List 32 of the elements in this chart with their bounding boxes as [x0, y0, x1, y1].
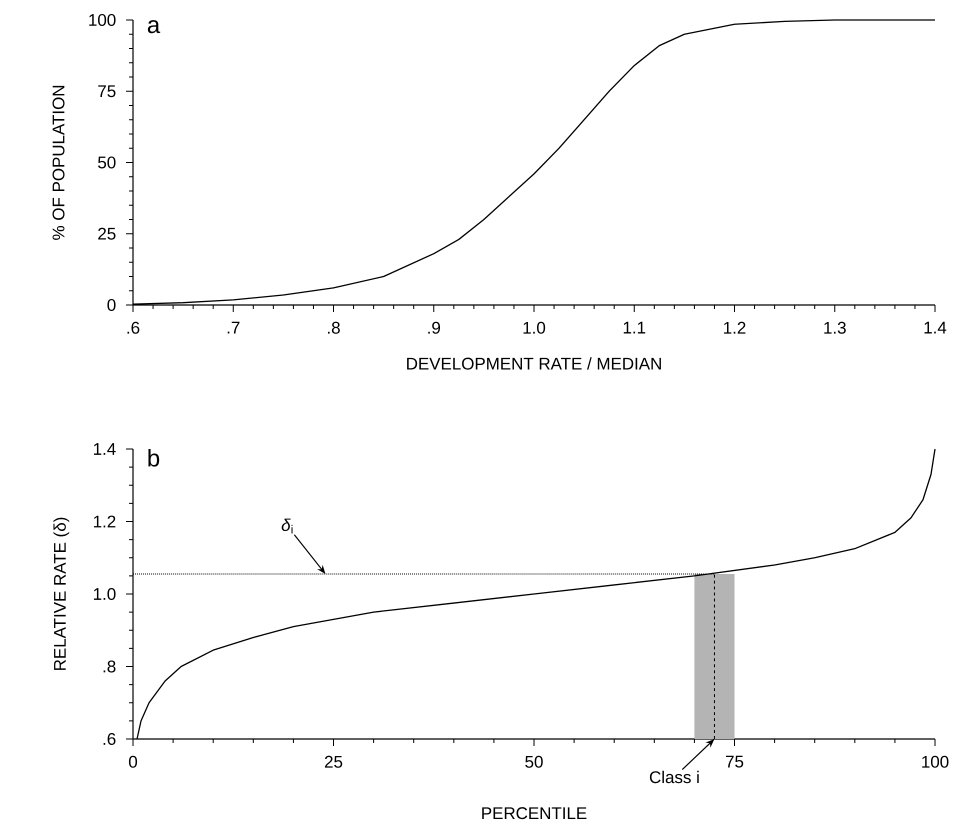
y-axis-title: RELATIVE RATE (δ)	[53, 518, 70, 670]
x-tick-label: .8	[328, 322, 340, 334]
y-axis-title: % OF POPULATION	[52, 86, 65, 240]
annotation: b	[148, 449, 160, 467]
x-tick-label: 75	[726, 756, 744, 768]
y-tick-label: 75	[98, 85, 116, 98]
x-tick-label: 0	[128, 756, 138, 768]
y-tick-label: 50	[98, 156, 116, 168]
y-tick-label: 0	[107, 298, 116, 311]
x-tick-label: 1.3	[824, 322, 846, 334]
x-tick-label: 1.0	[524, 322, 546, 334]
x-tick-label: 1.2	[724, 322, 746, 334]
x-tick-label: .9	[428, 322, 440, 334]
x-axis-title: PERCENTILE	[482, 807, 586, 820]
x-tick-label: 1.1	[624, 322, 646, 334]
y-tick-label: .6	[104, 732, 116, 745]
y-tick-label: 1.2	[94, 516, 116, 528]
y-tick-label: .8	[104, 660, 116, 672]
y-tick-label: 1.0	[94, 588, 116, 600]
x-tick-label: 100	[922, 756, 948, 768]
x-tick-label: 25	[324, 756, 342, 768]
annotation: a	[148, 20, 160, 34]
y-tick-label: 1.4	[94, 443, 116, 455]
x-tick-label: .7	[228, 322, 240, 334]
x-tick-label: .6	[127, 322, 140, 334]
x-tick-label: 50	[525, 756, 543, 768]
y-tick-label: 25	[98, 228, 116, 240]
y-tick-label: 100	[89, 14, 116, 26]
annotation: δ$_{i}$	[282, 518, 293, 534]
x-axis-title: DEVELOPMENT RATE / MEDIAN	[407, 357, 661, 370]
annotation: Class i	[650, 770, 699, 784]
x-tick-label: 1.4	[924, 322, 946, 334]
